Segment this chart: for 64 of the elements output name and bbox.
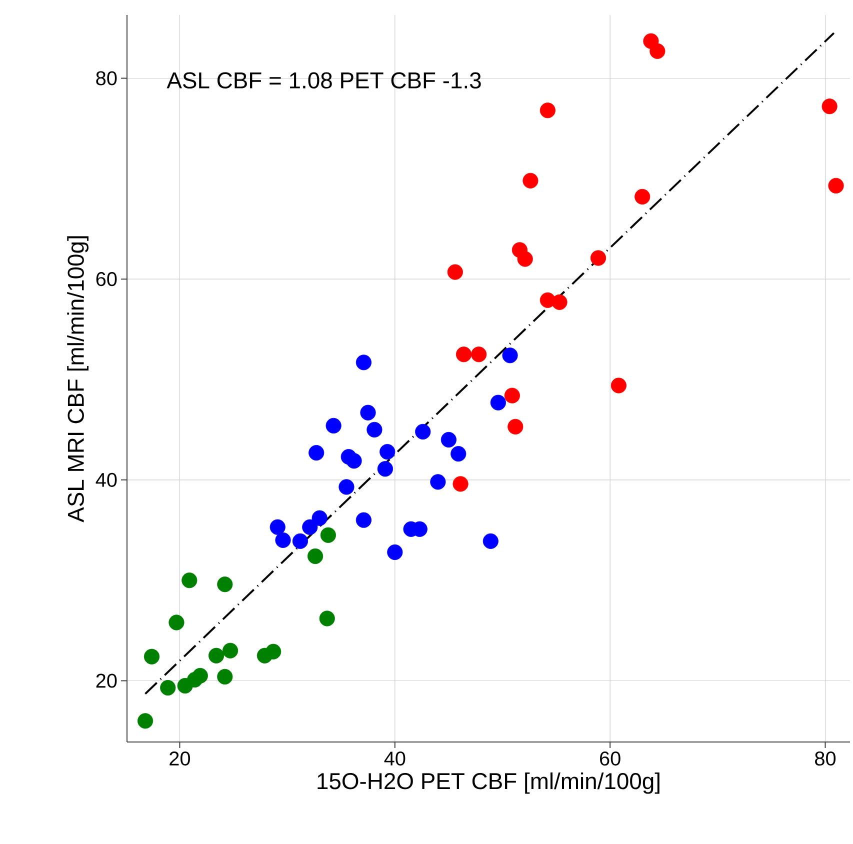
- point: [360, 404, 376, 420]
- point: [508, 418, 524, 434]
- point: [822, 98, 838, 114]
- point: [320, 527, 336, 543]
- x-tick-label: 20: [170, 752, 190, 766]
- point: [517, 251, 533, 267]
- point: [222, 642, 238, 658]
- point: [828, 178, 844, 194]
- point: [366, 422, 382, 438]
- point: [326, 418, 342, 434]
- point: [160, 680, 176, 696]
- x-tick-label: 80: [815, 752, 836, 766]
- y-tick-label: 20: [96, 674, 117, 688]
- y-tick-label: 80: [96, 71, 117, 86]
- point: [540, 102, 556, 118]
- point: [650, 43, 666, 59]
- y-axis-title: ASL MRI CBF [ml/min/100g]: [67, 236, 88, 522]
- point: [266, 644, 282, 660]
- point: [338, 479, 354, 495]
- point: [208, 648, 224, 664]
- point: [471, 346, 487, 362]
- point: [302, 519, 318, 535]
- point: [356, 354, 372, 370]
- point: [552, 294, 568, 310]
- point: [380, 444, 396, 460]
- y-tick-label: 60: [96, 272, 117, 286]
- x-axis-title: 15O-H2O PET CBF [ml/min/100g]: [318, 772, 660, 794]
- point: [308, 445, 324, 461]
- point: [346, 453, 362, 469]
- point: [590, 250, 606, 266]
- point: [440, 432, 456, 448]
- point: [482, 533, 498, 549]
- point: [377, 461, 394, 477]
- point: [312, 510, 328, 526]
- point: [137, 713, 154, 729]
- annotation: ASL CBF = 1.08 PET CBF -1.3: [166, 72, 481, 89]
- point: [182, 572, 198, 588]
- point: [430, 474, 446, 490]
- point: [275, 532, 291, 548]
- point: [356, 512, 372, 528]
- point: [144, 648, 160, 664]
- x-tick-label: 40: [384, 752, 406, 766]
- point: [415, 424, 431, 440]
- point: [450, 446, 466, 462]
- point: [292, 533, 308, 549]
- point: [387, 544, 403, 560]
- point: [452, 476, 468, 492]
- point: [447, 264, 463, 280]
- point: [192, 668, 208, 684]
- point: [522, 172, 538, 188]
- point: [217, 668, 233, 685]
- point: [634, 188, 650, 205]
- point: [217, 576, 233, 592]
- point: [490, 394, 506, 410]
- point: [610, 378, 626, 394]
- point: [168, 614, 184, 630]
- point: [456, 346, 472, 362]
- point: [270, 519, 286, 535]
- point: [319, 610, 335, 626]
- point: [504, 388, 520, 404]
- point: [307, 548, 324, 564]
- x-tick-label: 60: [600, 752, 620, 766]
- point: [502, 348, 518, 364]
- y-tick-label: 40: [96, 472, 117, 487]
